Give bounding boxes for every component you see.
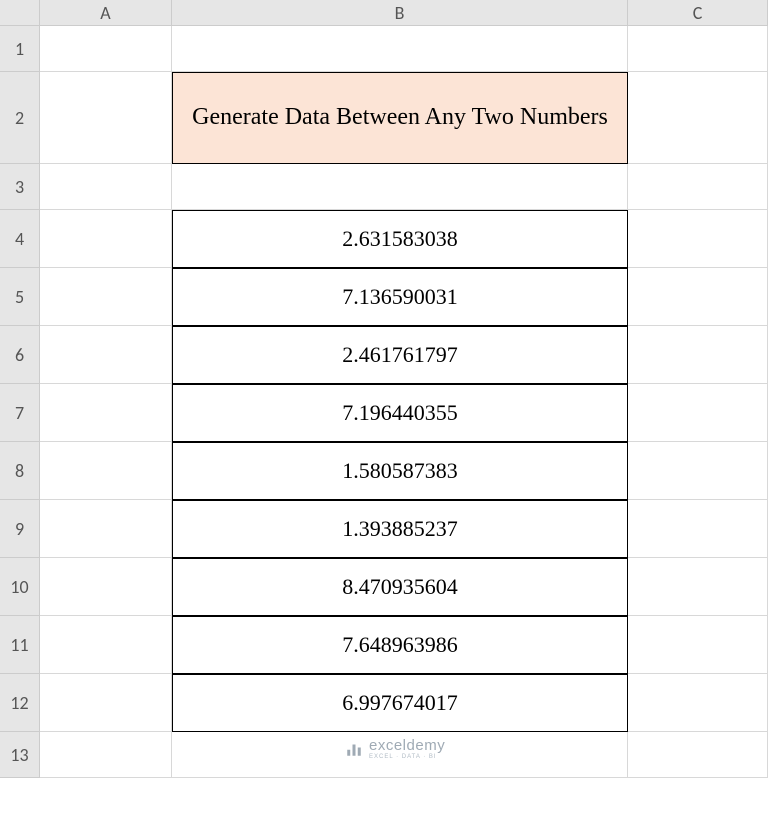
column-header-A[interactable]: A (40, 0, 172, 26)
row-header-12[interactable]: 12 (0, 674, 40, 732)
row-header-13[interactable]: 13 (0, 732, 40, 778)
row-header-3[interactable]: 3 (0, 164, 40, 210)
cell-A11[interactable] (40, 616, 172, 674)
cell-C12[interactable] (628, 674, 768, 732)
cell-C2[interactable] (628, 72, 768, 164)
watermark-main-text: exceldemy (369, 738, 445, 753)
grid-area: Generate Data Between Any Two Numbers 2.6… (40, 26, 768, 814)
cell-C8[interactable] (628, 442, 768, 500)
row-header-2[interactable]: 2 (0, 72, 40, 164)
row-header-4[interactable]: 4 (0, 210, 40, 268)
data-cell-3[interactable]: 7.196440355 (172, 384, 628, 442)
cell-A4[interactable] (40, 210, 172, 268)
cell-A7[interactable] (40, 384, 172, 442)
data-cell-2[interactable]: 2.461761797 (172, 326, 628, 384)
data-cell-4[interactable]: 1.580587383 (172, 442, 628, 500)
column-header-B[interactable]: B (172, 0, 628, 26)
row-header-6[interactable]: 6 (0, 326, 40, 384)
row-header-10[interactable]: 10 (0, 558, 40, 616)
cell-B1[interactable] (172, 26, 628, 72)
cell-A5[interactable] (40, 268, 172, 326)
data-cell-5[interactable]: 1.393885237 (172, 500, 628, 558)
row-header-11[interactable]: 11 (0, 616, 40, 674)
cell-A13[interactable] (40, 732, 172, 778)
watermark-text: exceldemyEXCEL · DATA · BI (369, 738, 445, 760)
cell-A9[interactable] (40, 500, 172, 558)
column-headers: ABC (40, 0, 768, 26)
cell-A6[interactable] (40, 326, 172, 384)
title-cell[interactable]: Generate Data Between Any Two Numbers (172, 72, 628, 164)
cell-C5[interactable] (628, 268, 768, 326)
cell-A8[interactable] (40, 442, 172, 500)
cell-A12[interactable] (40, 674, 172, 732)
cell-C13[interactable] (628, 732, 768, 778)
data-cell-6[interactable]: 8.470935604 (172, 558, 628, 616)
cell-C9[interactable] (628, 500, 768, 558)
row-headers: 12345678910111213 (0, 26, 40, 778)
cell-C10[interactable] (628, 558, 768, 616)
watermark-sub-text: EXCEL · DATA · BI (369, 754, 445, 760)
data-cell-7[interactable]: 7.648963986 (172, 616, 628, 674)
data-cell-8[interactable]: 6.997674017 (172, 674, 628, 732)
cell-A3[interactable] (40, 164, 172, 210)
row-header-9[interactable]: 9 (0, 500, 40, 558)
cell-C4[interactable] (628, 210, 768, 268)
cell-C11[interactable] (628, 616, 768, 674)
row-header-8[interactable]: 8 (0, 442, 40, 500)
cell-A10[interactable] (40, 558, 172, 616)
cell-C3[interactable] (628, 164, 768, 210)
select-all-corner[interactable] (0, 0, 40, 26)
column-header-C[interactable]: C (628, 0, 768, 26)
cell-C7[interactable] (628, 384, 768, 442)
row-header-5[interactable]: 5 (0, 268, 40, 326)
row-header-7[interactable]: 7 (0, 384, 40, 442)
spreadsheet: ABC 12345678910111213 Generate Data Betw… (0, 0, 768, 814)
cell-A1[interactable] (40, 26, 172, 72)
row-header-1[interactable]: 1 (0, 26, 40, 72)
cell-A2[interactable] (40, 72, 172, 164)
watermark: exceldemyEXCEL · DATA · BI (345, 738, 445, 760)
data-cell-0[interactable]: 2.631583038 (172, 210, 628, 268)
cell-C6[interactable] (628, 326, 768, 384)
cell-B3[interactable] (172, 164, 628, 210)
cell-C1[interactable] (628, 26, 768, 72)
chart-icon (345, 740, 363, 758)
data-cell-1[interactable]: 7.136590031 (172, 268, 628, 326)
